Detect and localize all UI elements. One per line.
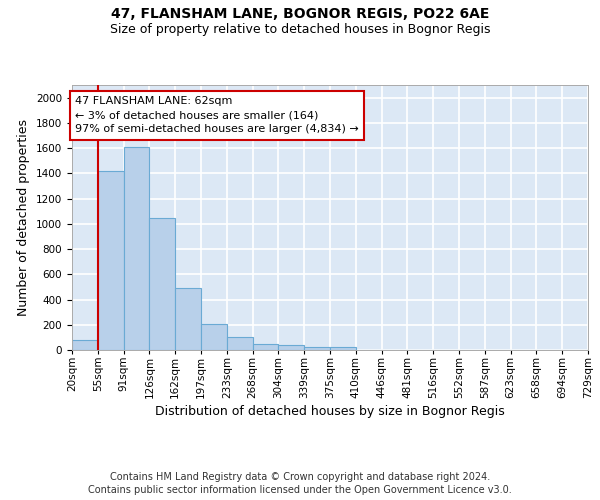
Bar bbox=[98, 171, 124, 350]
Bar bbox=[175, 288, 201, 350]
Text: Size of property relative to detached houses in Bognor Regis: Size of property relative to detached ho… bbox=[110, 22, 490, 36]
Text: 47 FLANSHAM LANE: 62sqm
← 3% of detached houses are smaller (164)
97% of semi-de: 47 FLANSHAM LANE: 62sqm ← 3% of detached… bbox=[75, 96, 359, 134]
Text: 47, FLANSHAM LANE, BOGNOR REGIS, PO22 6AE: 47, FLANSHAM LANE, BOGNOR REGIS, PO22 6A… bbox=[111, 8, 489, 22]
Bar bbox=[227, 337, 253, 350]
X-axis label: Distribution of detached houses by size in Bognor Regis: Distribution of detached houses by size … bbox=[155, 404, 505, 417]
Text: Contains public sector information licensed under the Open Government Licence v3: Contains public sector information licen… bbox=[88, 485, 512, 495]
Bar bbox=[304, 347, 330, 350]
Y-axis label: Number of detached properties: Number of detached properties bbox=[17, 119, 31, 316]
Bar bbox=[201, 324, 227, 350]
Bar bbox=[124, 147, 149, 350]
Bar bbox=[253, 344, 278, 350]
Bar bbox=[278, 345, 304, 350]
Bar bbox=[72, 340, 98, 350]
Bar bbox=[330, 348, 356, 350]
Bar bbox=[149, 218, 175, 350]
Text: Contains HM Land Registry data © Crown copyright and database right 2024.: Contains HM Land Registry data © Crown c… bbox=[110, 472, 490, 482]
